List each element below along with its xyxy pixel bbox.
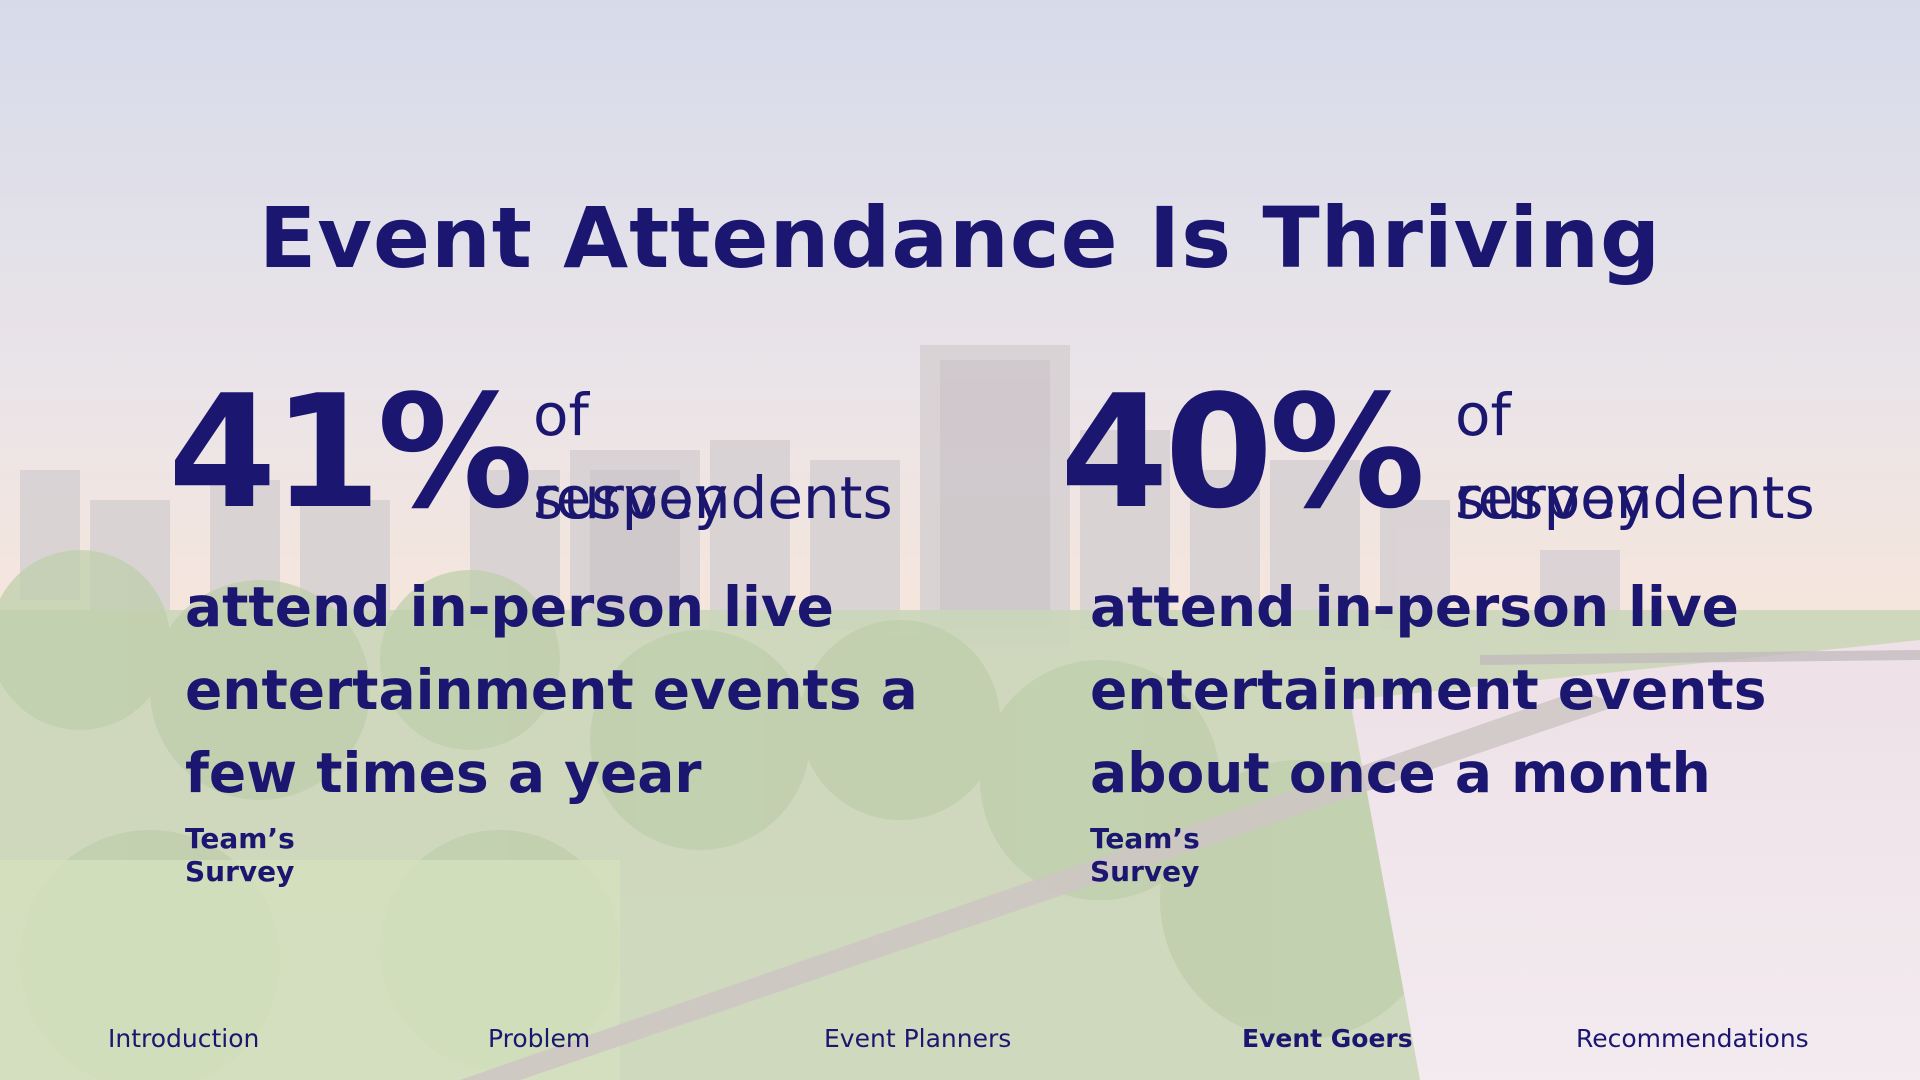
stat-source: Team’s Survey [185, 822, 295, 888]
stat-desc-line-1: attend in-person live [185, 575, 834, 639]
nav-item-event-goers[interactable]: Event Goers [1242, 1024, 1413, 1053]
stat-percent: 40% [1060, 361, 1425, 543]
nav-item-introduction[interactable]: Introduction [108, 1024, 260, 1053]
nav-item-event-planners[interactable]: Event Planners [824, 1024, 1012, 1053]
stat-desc-line-3: few times a year [185, 741, 702, 805]
slide-title: Event Attendance Is Thriving [258, 189, 1662, 287]
stat-desc-line-1: attend in-person live [1090, 575, 1739, 639]
stat-desc-line-3: about once a month [1090, 741, 1711, 805]
stat-desc-line-2: entertainment events [1090, 658, 1767, 722]
stat-of-line-2: respondents [1455, 464, 1815, 532]
stat-desc-line-2: entertainment events a [185, 658, 918, 722]
stat-source: Team’s Survey [1090, 822, 1200, 888]
section-nav: Introduction Problem Event Planners Even… [0, 1024, 1920, 1064]
stat-of-line-1: of survey [533, 381, 729, 532]
nav-item-recommendations[interactable]: Recommendations [1576, 1024, 1809, 1053]
stat-percent: 41% [168, 361, 533, 543]
nav-item-problem[interactable]: Problem [488, 1024, 591, 1053]
stat-of-line-1: of survey [1455, 381, 1651, 532]
stat-of-line-2: respondents [533, 464, 893, 532]
